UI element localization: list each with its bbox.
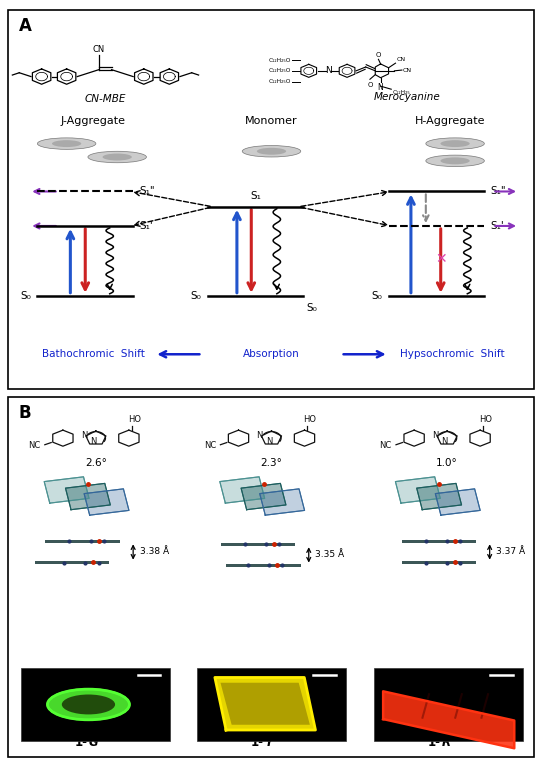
Text: S₀: S₀ [306,304,317,314]
Polygon shape [44,477,89,503]
Text: S₀: S₀ [20,291,31,301]
Text: N: N [81,431,87,439]
Text: N: N [378,83,383,92]
Polygon shape [241,484,286,510]
Ellipse shape [440,140,470,147]
Bar [21,668,171,741]
Text: N: N [257,431,263,439]
Text: S₀: S₀ [371,291,382,301]
Text: S₁": S₁" [140,186,155,197]
Text: 3.35 Å: 3.35 Å [315,550,344,559]
Bar [197,668,346,741]
Text: NC: NC [28,441,41,450]
Text: C₁₂H₂₅: C₁₂H₂₅ [392,90,410,95]
Text: 1-: 1- [428,736,441,749]
Ellipse shape [426,138,484,150]
Text: S₁': S₁' [140,221,153,231]
Text: S₁": S₁" [491,186,507,197]
Text: R: R [442,736,451,749]
Polygon shape [66,484,110,510]
Text: N: N [266,437,272,446]
Ellipse shape [52,140,81,147]
Text: A: A [19,18,31,35]
Text: NC: NC [204,441,216,450]
Text: H-Aggregate: H-Aggregate [414,116,485,126]
Text: HO: HO [304,414,317,423]
Text: 2.6°: 2.6° [85,458,107,468]
Polygon shape [416,484,462,510]
Ellipse shape [440,157,470,164]
Ellipse shape [242,146,301,157]
Polygon shape [395,477,440,503]
Polygon shape [260,489,305,515]
Text: B: B [19,404,31,421]
Text: 3.38 Å: 3.38 Å [140,548,169,556]
Text: O: O [376,52,381,58]
Polygon shape [220,683,310,725]
Text: N: N [432,431,439,439]
Text: N: N [441,437,447,446]
Ellipse shape [62,694,115,714]
Text: S₀: S₀ [191,291,201,301]
Text: 3.37 Å: 3.37 Å [496,548,525,556]
Text: N: N [90,437,97,446]
Text: HO: HO [128,414,141,423]
Ellipse shape [426,155,484,166]
Ellipse shape [88,151,147,163]
Bar [374,668,523,741]
Text: ✕: ✕ [435,252,446,266]
Text: Bathochromic  Shift: Bathochromic Shift [42,349,144,359]
Polygon shape [383,691,514,749]
Text: CN: CN [403,68,412,72]
Text: 1-: 1- [75,736,88,749]
Text: Hypsochromic  Shift: Hypsochromic Shift [400,349,505,359]
Text: 2.3°: 2.3° [261,458,282,468]
Text: CN-MBE: CN-MBE [85,94,126,104]
FancyBboxPatch shape [8,11,534,388]
Ellipse shape [47,689,129,720]
Text: Monomer: Monomer [245,116,298,126]
Polygon shape [435,489,480,515]
Text: G: G [89,736,99,749]
Text: C₁₂H₂₅O: C₁₂H₂₅O [268,79,291,84]
Text: S₁': S₁' [491,221,504,231]
Text: C₁₂H₂₅O: C₁₂H₂₅O [268,57,291,63]
Text: J-Aggregate: J-Aggregate [61,116,126,126]
FancyBboxPatch shape [8,397,534,758]
Text: O: O [367,82,372,88]
Text: Absorption: Absorption [243,349,300,359]
Text: 1.0°: 1.0° [436,458,458,468]
Ellipse shape [37,138,96,150]
Text: HO: HO [479,414,492,423]
Text: Merocyanine: Merocyanine [374,92,440,102]
Text: CN: CN [396,56,406,62]
Text: NC: NC [380,441,392,450]
Text: Y: Y [264,736,273,749]
Ellipse shape [257,148,286,155]
Text: C₁₂H₂₅O: C₁₂H₂₅O [268,69,291,73]
Text: N: N [325,66,332,76]
Text: CN: CN [93,44,105,53]
Polygon shape [215,678,315,730]
Text: S₁: S₁ [250,191,261,201]
Ellipse shape [103,153,132,160]
Polygon shape [220,477,264,503]
Polygon shape [84,489,129,515]
Text: 1-: 1- [250,736,263,749]
